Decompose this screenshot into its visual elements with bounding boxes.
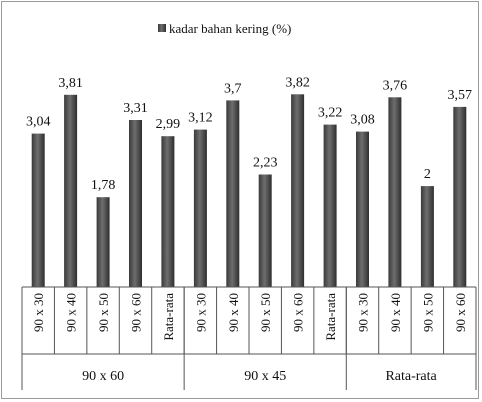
axes-layer: 90 x 30 90 x 40 90 x 50 90 x 60 Rata-rata 90 … bbox=[21, 286, 477, 390]
group-label: 90 x 45 bbox=[244, 369, 286, 384]
data-label: 3,12 bbox=[188, 111, 213, 126]
data-label: 3,31 bbox=[123, 101, 148, 116]
bar bbox=[226, 100, 240, 288]
category-label: 90 x 50 bbox=[96, 293, 111, 332]
bar bbox=[388, 97, 402, 287]
bar bbox=[356, 131, 369, 287]
group-label: 90 x 60 bbox=[82, 369, 124, 384]
legend-label: kadar bahan kering (%) bbox=[169, 21, 291, 36]
category-label: 90 x 50 bbox=[420, 293, 435, 332]
bar bbox=[193, 129, 207, 287]
legend: kadar bahan kering (%) bbox=[158, 21, 291, 36]
category-label: 90 x 30 bbox=[193, 293, 208, 332]
category-label: 90 x 60 bbox=[453, 293, 468, 332]
bar bbox=[453, 106, 467, 288]
legend-swatch bbox=[158, 24, 166, 32]
category-label: 90 x 60 bbox=[291, 293, 306, 332]
data-label: 2,99 bbox=[156, 117, 181, 132]
category-label: 90 x 40 bbox=[388, 293, 403, 332]
category-label: 90 x 40 bbox=[226, 293, 241, 332]
bar bbox=[258, 174, 272, 287]
data-label: 3,04 bbox=[26, 115, 51, 130]
bars-layer: 3,04 3,81 1,78 3,31 2,99 3,12 3,7 2,23 3,82 3,22 3… bbox=[26, 75, 473, 288]
data-label: 3,7 bbox=[224, 81, 242, 96]
data-label: 3,57 bbox=[448, 88, 473, 103]
data-label: 3,76 bbox=[383, 78, 408, 93]
category-label: Rata-rata bbox=[161, 293, 176, 341]
category-label: 90 x 30 bbox=[31, 293, 46, 332]
group-label: Rata-rata bbox=[385, 369, 437, 384]
data-label: 3,82 bbox=[285, 75, 310, 90]
data-label: 2 bbox=[424, 167, 431, 182]
bar bbox=[323, 124, 337, 287]
data-label: 2,23 bbox=[253, 156, 278, 171]
category-label: 90 x 60 bbox=[129, 293, 144, 332]
bar bbox=[161, 136, 175, 287]
category-label: 90 x 40 bbox=[64, 293, 79, 332]
bar bbox=[420, 186, 434, 287]
category-label: 90 x 50 bbox=[258, 293, 273, 332]
data-label: 3,22 bbox=[318, 106, 343, 121]
data-label: 3,81 bbox=[58, 76, 83, 91]
data-label: 1,78 bbox=[91, 178, 116, 193]
category-label: Rata-rata bbox=[323, 293, 338, 341]
bar bbox=[64, 94, 78, 287]
bar bbox=[96, 197, 110, 287]
bar bbox=[31, 133, 45, 287]
data-label: 3,08 bbox=[350, 113, 375, 128]
category-label: 90 x 30 bbox=[356, 293, 371, 332]
bar bbox=[291, 94, 305, 287]
bar bbox=[129, 120, 142, 287]
